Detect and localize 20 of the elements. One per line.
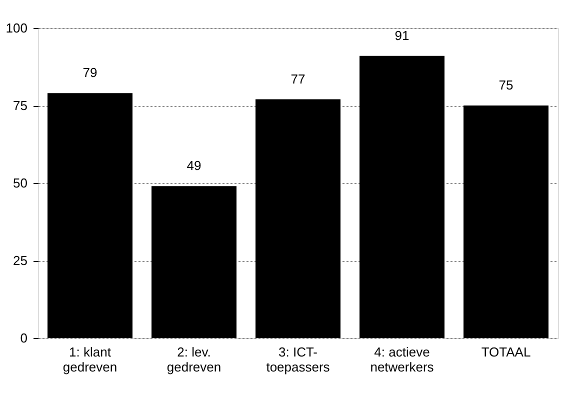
data-label: 77 bbox=[290, 71, 306, 86]
x-tick-label: 1: klant gedreven bbox=[62, 344, 118, 374]
x-tick-label: 3: ICT- toepassers bbox=[266, 344, 330, 374]
x-tick-label: 2: lev. gedreven bbox=[166, 344, 222, 374]
bar bbox=[360, 56, 444, 338]
bar bbox=[48, 93, 132, 338]
bar bbox=[256, 99, 340, 338]
x-tick-label: TOTAAL bbox=[481, 344, 531, 360]
data-label: 49 bbox=[186, 158, 202, 174]
data-label: 91 bbox=[394, 28, 410, 43]
y-tick-label: 0 bbox=[20, 330, 28, 346]
x-tick-label: 4: actieve netwerkers bbox=[370, 344, 434, 374]
data-label: 75 bbox=[498, 78, 514, 92]
bar bbox=[464, 106, 548, 338]
y-tick-label: 25 bbox=[13, 253, 28, 268]
data-label: 79 bbox=[82, 65, 98, 80]
bar bbox=[152, 186, 236, 338]
y-tick-label: 75 bbox=[13, 98, 28, 113]
y-tick-label: 100 bbox=[6, 20, 28, 36]
y-tick-label: 50 bbox=[13, 176, 28, 190]
